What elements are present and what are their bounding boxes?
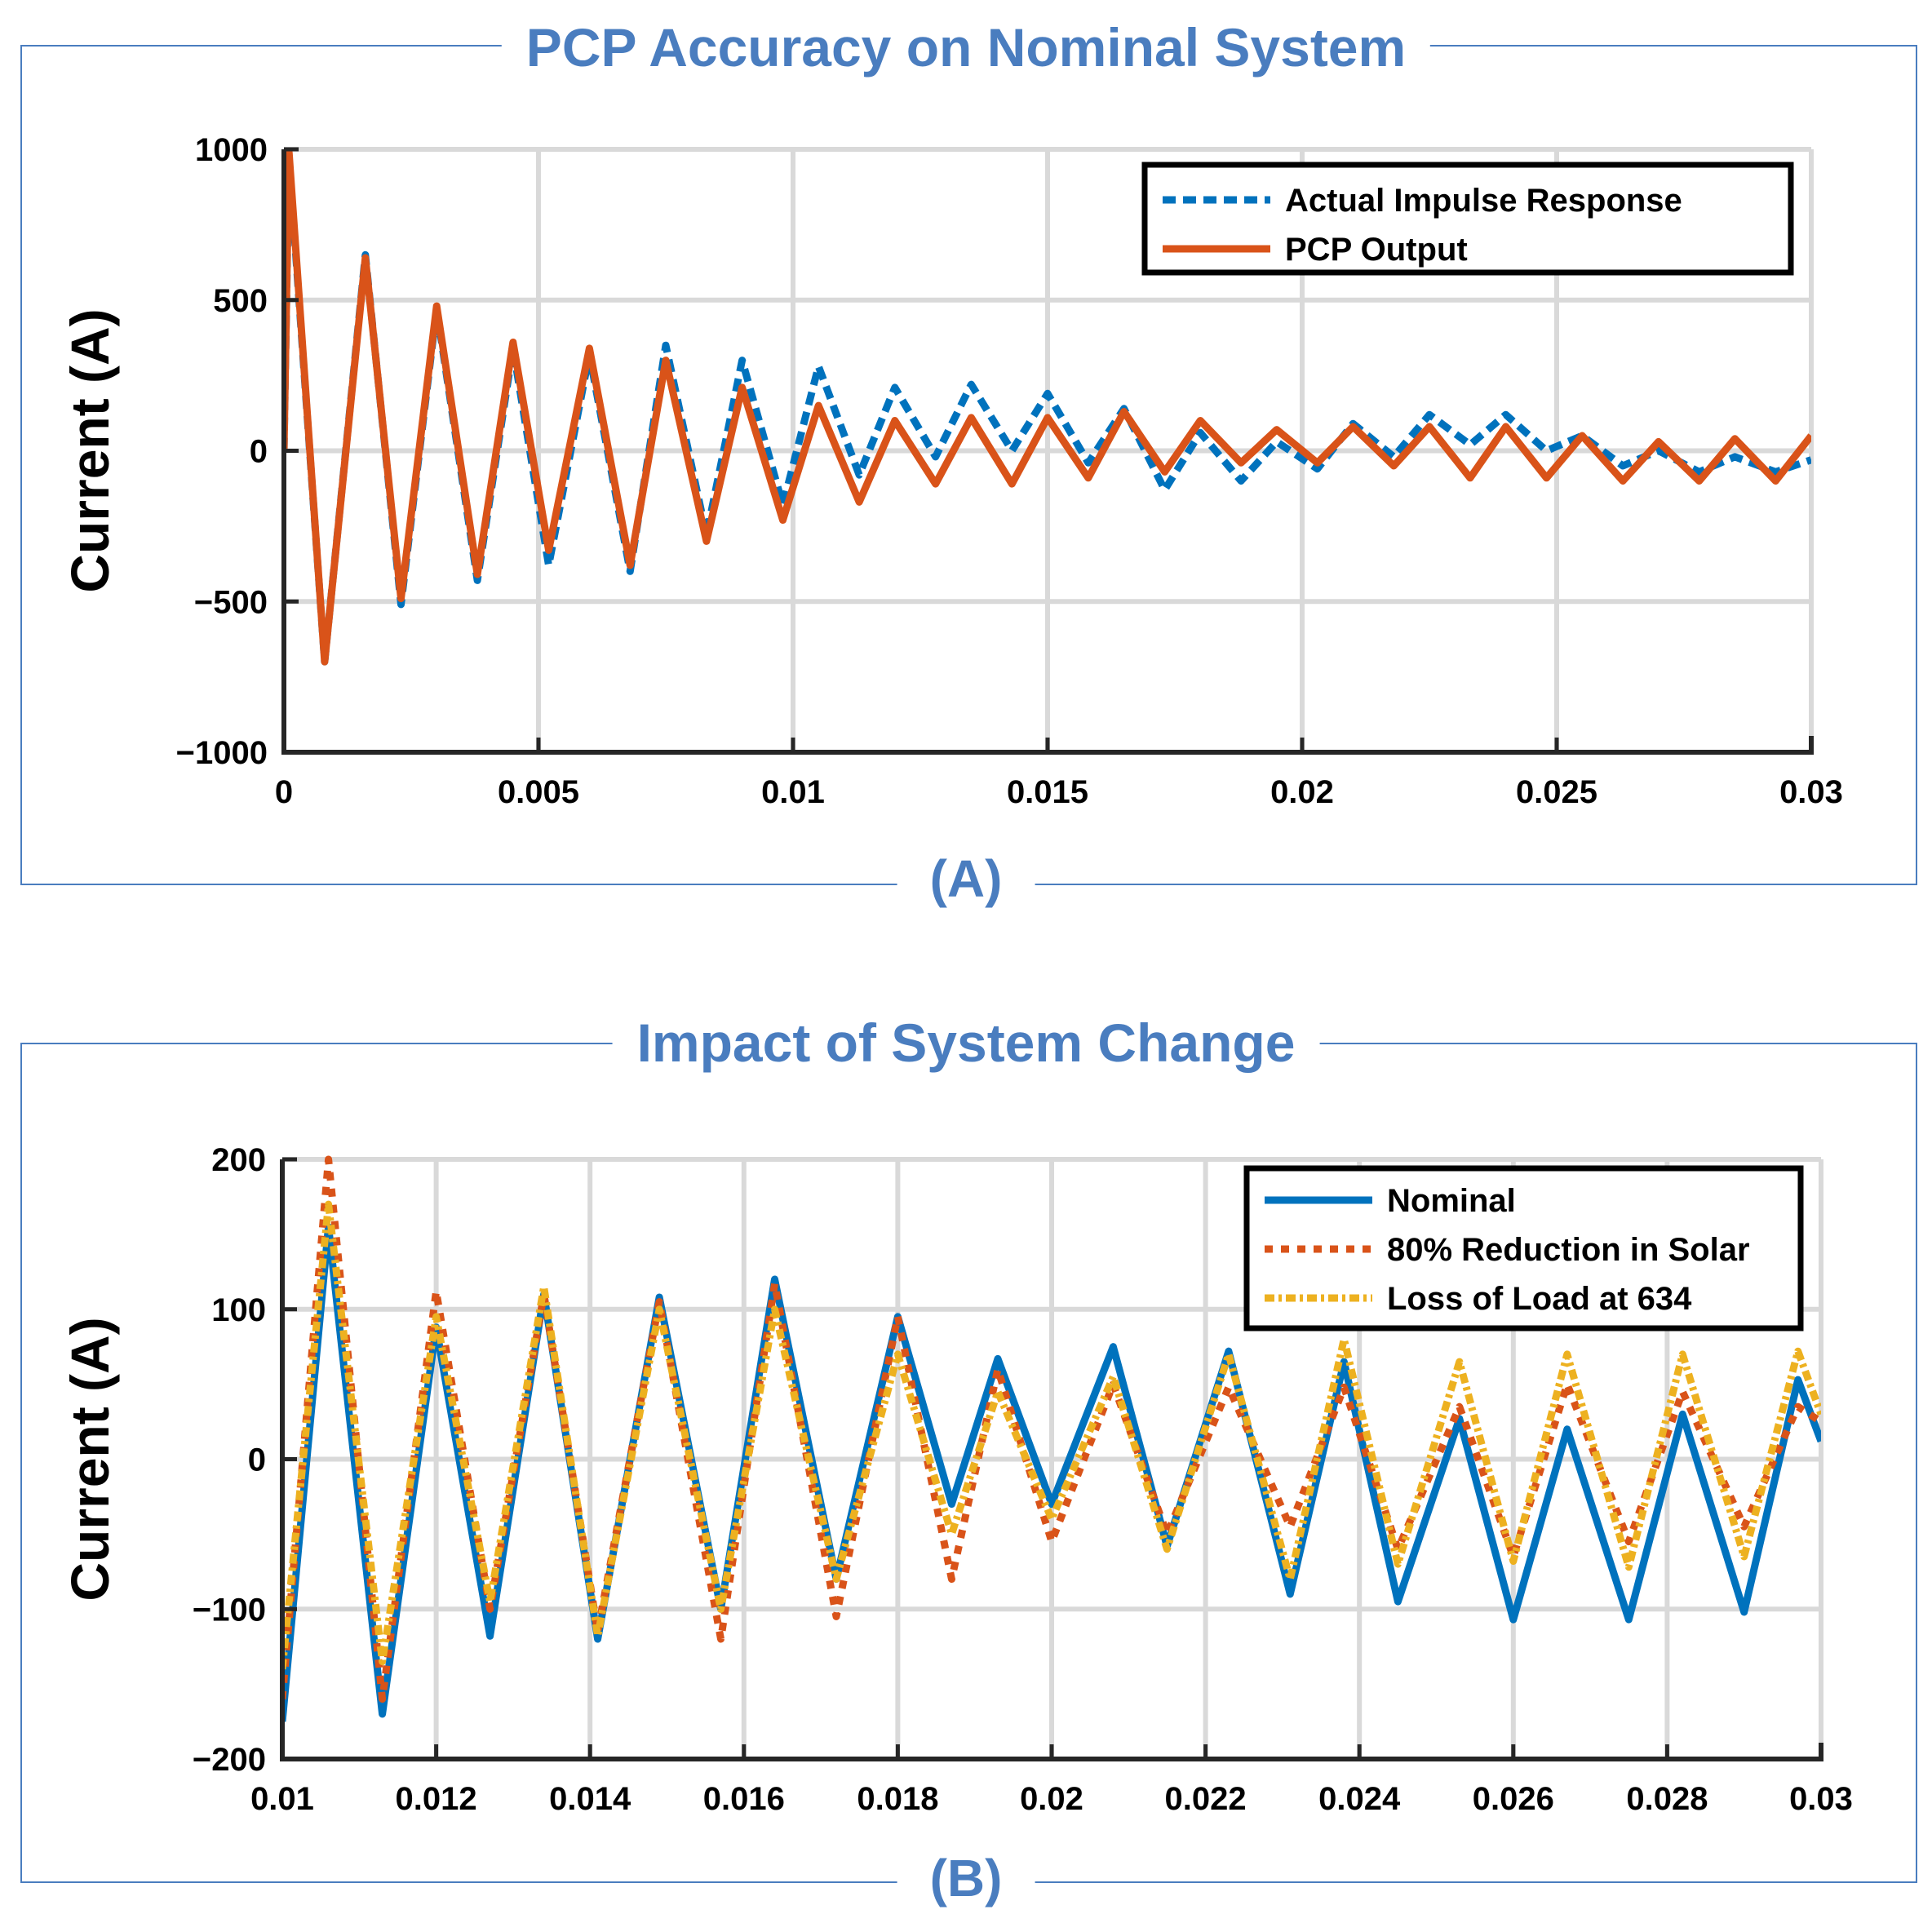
y-tick-label: 1000	[195, 132, 268, 168]
y-axis-label: Current (A)	[60, 1317, 120, 1601]
x-tick-label: 0.016	[703, 1781, 785, 1817]
y-axis-label: Current (A)	[60, 308, 120, 592]
legend-label: 80% Reduction in Solar	[1387, 1232, 1750, 1268]
chart-b: 0.01 0.012 0.014 0.016 0.018 0.02 0.022 0.024 0.…	[60, 1142, 1853, 1817]
x-tick-label: 0.025	[1516, 774, 1597, 810]
x-tick-label: 0.02	[1020, 1781, 1083, 1817]
panel-a-title: PCP Accuracy on Nominal System	[501, 15, 1431, 80]
x-tick-label: 0.026	[1473, 1781, 1554, 1817]
legend-label: Loss of Load at 634	[1387, 1281, 1692, 1317]
y-tick-label: 200	[211, 1142, 266, 1178]
chart-a: 0 0.005 0.01 0.015 0.02 0.025 0.03 −1000 −500 0 50…	[60, 132, 1843, 810]
legend-label: Actual Impulse Response	[1285, 183, 1682, 219]
x-tick-label: 0.03	[1779, 774, 1843, 810]
y-tick-label: 0	[248, 1442, 266, 1478]
panel-b-label: (B)	[897, 1845, 1035, 1911]
y-tick-label: −500	[194, 584, 268, 620]
x-tick-label: 0.005	[498, 774, 579, 810]
y-tick-label: −1000	[176, 735, 268, 771]
panel-a-label: (A)	[897, 846, 1035, 911]
x-tick-label: 0.03	[1789, 1781, 1853, 1817]
x-tick-label: 0.01	[250, 1781, 314, 1817]
y-tick-label: 100	[211, 1292, 266, 1328]
x-tick-label: 0.022	[1165, 1781, 1247, 1817]
legend-label: PCP Output	[1285, 232, 1468, 268]
y-tick-label: −200	[193, 1742, 266, 1778]
series-line-pcp-output	[284, 148, 1811, 666]
x-tick-label: 0.012	[396, 1781, 477, 1817]
x-tick-label: 0.015	[1007, 774, 1088, 810]
y-tick-label: 500	[213, 283, 268, 319]
panel-b-title: Impact of System Change	[612, 1010, 1320, 1075]
y-tick-label: 0	[250, 434, 268, 470]
series-line-loss-of-load-at-634	[282, 1200, 1821, 1670]
x-tick-label: 0.028	[1626, 1781, 1708, 1817]
x-tick-label: 0.02	[1270, 774, 1334, 810]
legend-label: Nominal	[1387, 1183, 1516, 1219]
y-tick-label: −100	[193, 1592, 266, 1628]
x-tick-label: 0.014	[549, 1781, 631, 1817]
x-tick-label: 0.01	[761, 774, 825, 810]
legend-box	[1243, 1165, 1804, 1331]
x-tick-label: 0.024	[1318, 1781, 1401, 1817]
x-tick-label: 0	[275, 774, 293, 810]
x-tick-label: 0.018	[857, 1781, 938, 1817]
legend-box	[1141, 162, 1794, 276]
